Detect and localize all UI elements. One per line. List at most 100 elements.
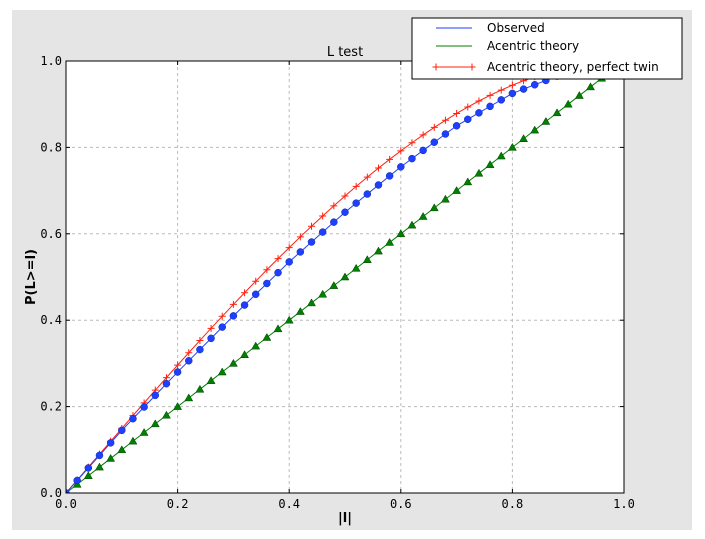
- x-tick-label: 0.0: [55, 497, 77, 511]
- data-point: [430, 123, 438, 131]
- data-point: [496, 151, 506, 160]
- data-point: [507, 142, 517, 151]
- data-point: [273, 324, 283, 333]
- legend-marker: [432, 63, 440, 71]
- x-tick-label: 0.6: [390, 497, 412, 511]
- data-point: [441, 130, 450, 138]
- data-point: [185, 349, 193, 357]
- data-point: [453, 109, 461, 117]
- x-tick-label: 1.0: [613, 497, 635, 511]
- data-point: [574, 91, 584, 99]
- data-point: [552, 108, 562, 117]
- legend-label: Acentric theory, perfect twin: [487, 60, 659, 74]
- x-tick-label: 0.4: [278, 497, 300, 511]
- data-point: [418, 212, 428, 220]
- data-point: [296, 248, 305, 256]
- data-point: [475, 97, 483, 105]
- data-point: [217, 367, 227, 376]
- data-point: [240, 301, 249, 309]
- y-tick-label: 0.8: [40, 140, 62, 154]
- y-tick-label: 0.0: [40, 486, 62, 500]
- data-point: [352, 199, 360, 207]
- data-point: [508, 89, 517, 98]
- data-point: [151, 391, 160, 400]
- data-point: [162, 379, 171, 388]
- data-point: [374, 181, 383, 189]
- data-point: [207, 324, 215, 332]
- plot-frame: [65, 60, 625, 494]
- data-point: [284, 315, 294, 324]
- data-point: [363, 173, 371, 181]
- data-point: [262, 332, 272, 341]
- data-point: [218, 312, 226, 320]
- data-point: [452, 186, 462, 194]
- data-point: [563, 99, 573, 108]
- data-point: [340, 272, 350, 281]
- data-point: [329, 281, 339, 289]
- data-point: [307, 298, 316, 307]
- data-point: [139, 428, 149, 436]
- x-tick-label: 0.8: [502, 497, 524, 511]
- data-point: [486, 102, 494, 111]
- chart-title: L test: [327, 45, 363, 60]
- data-point: [84, 464, 93, 472]
- data-point: [341, 192, 349, 200]
- data-point: [419, 146, 427, 155]
- data-point: [218, 323, 226, 331]
- data-point: [285, 244, 293, 252]
- data-point: [352, 182, 360, 190]
- data-point: [206, 376, 216, 384]
- data-point: [530, 125, 540, 134]
- data-point: [374, 164, 382, 172]
- x-axis-label: |l|: [338, 511, 352, 526]
- data-point: [397, 147, 405, 155]
- data-point: [374, 246, 383, 255]
- data-point: [497, 86, 505, 94]
- data-point: [408, 139, 416, 147]
- data-point: [519, 134, 528, 143]
- data-point: [83, 471, 93, 479]
- data-point: [362, 255, 372, 263]
- data-point: [251, 290, 260, 299]
- data-point: [196, 345, 204, 354]
- data-point: [118, 426, 126, 435]
- data-point: [441, 116, 449, 124]
- y-tick-label: 0.2: [40, 400, 62, 414]
- data-point: [162, 374, 170, 382]
- data-point: [541, 116, 551, 125]
- data-point: [330, 202, 338, 210]
- data-point: [174, 361, 182, 369]
- data-point: [66, 489, 70, 493]
- data-point: [229, 300, 237, 308]
- data-point: [385, 172, 394, 180]
- data-point: [319, 212, 327, 220]
- data-point: [486, 91, 494, 99]
- x-tick-label: 0.2: [167, 497, 189, 511]
- data-point: [263, 266, 271, 274]
- data-point: [419, 131, 427, 139]
- data-point: [263, 279, 271, 288]
- data-point: [128, 436, 138, 445]
- legend: Observed Acentric theory Acentric theory, …: [411, 17, 683, 80]
- data-point: [497, 96, 505, 104]
- legend-label: Acentric theory: [487, 39, 579, 53]
- y-tick-label: 1.0: [40, 54, 62, 68]
- data-point: [464, 115, 472, 124]
- legend-label: Observed: [487, 21, 545, 35]
- data-point: [330, 218, 338, 226]
- data-point: [464, 103, 472, 111]
- data-point: [396, 229, 406, 238]
- data-point: [307, 238, 316, 246]
- data-point: [106, 439, 115, 447]
- data-point: [229, 312, 238, 320]
- data-point: [274, 268, 282, 277]
- data-point: [228, 358, 238, 367]
- data-point: [407, 220, 417, 229]
- data-point: [240, 350, 249, 359]
- data-point: [318, 289, 328, 298]
- data-point: [485, 160, 495, 168]
- data-point: [386, 155, 394, 163]
- data-point: [173, 402, 183, 410]
- data-point: [385, 237, 395, 246]
